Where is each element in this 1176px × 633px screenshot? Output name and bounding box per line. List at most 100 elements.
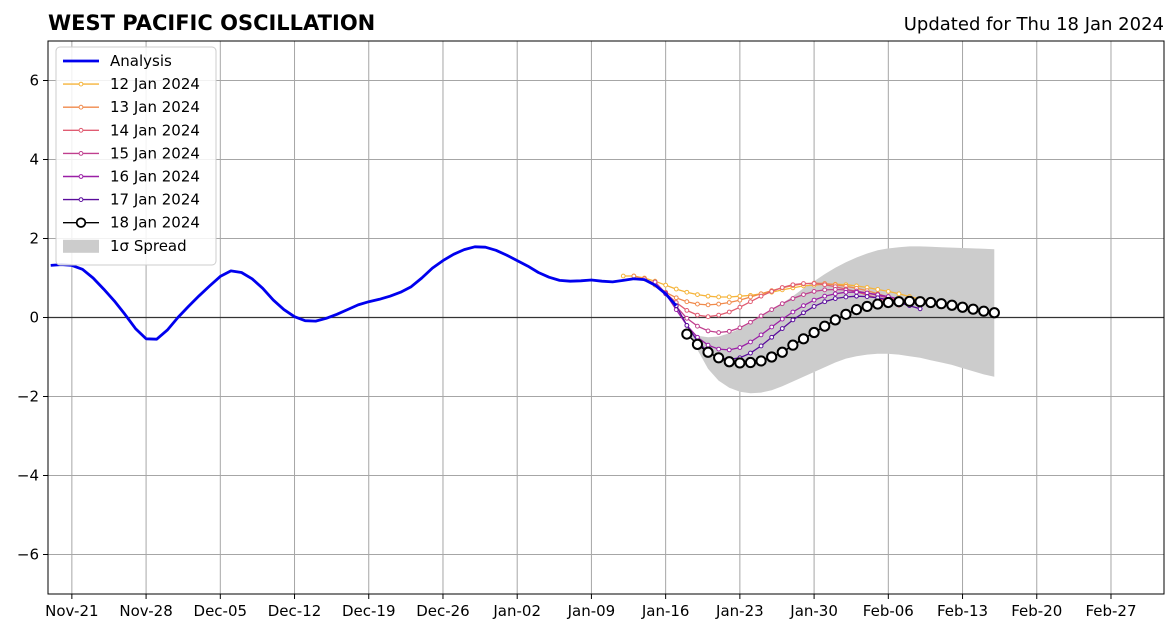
forecast-point-latest — [914, 296, 926, 308]
analysis-line — [50, 245, 678, 341]
forecast-point — [673, 286, 679, 292]
legend-entry: Analysis — [63, 52, 172, 70]
forecast-point — [737, 325, 743, 331]
x-tick-label: Nov-28 — [119, 602, 172, 620]
chart-subtitle: Updated for Thu 18 Jan 2024 — [904, 14, 1164, 35]
legend-marker — [78, 174, 84, 179]
forecast-point — [737, 345, 743, 350]
forecast-point — [832, 296, 838, 301]
forecast-point — [705, 314, 711, 320]
forecast-point — [684, 289, 690, 295]
legend-box — [55, 46, 217, 266]
forecast-point — [705, 328, 711, 334]
forecast-point — [832, 287, 838, 292]
legend-entry: 16 Jan 2024 — [63, 168, 200, 186]
x-tick-label: Dec-19 — [342, 602, 396, 620]
forecast-point — [684, 299, 690, 305]
forecast-point — [790, 309, 796, 315]
legend-entry: 12 Jan 2024 — [63, 75, 200, 93]
legend-entry: 13 Jan 2024 — [63, 98, 200, 116]
forecast-point — [769, 289, 775, 294]
legend-entry: 18 Jan 2024 — [63, 214, 200, 232]
forecast-point — [716, 294, 722, 300]
y-tick-label: −2 — [17, 388, 39, 406]
forecast-point-latest — [850, 304, 863, 316]
legend-marker — [78, 127, 84, 133]
x-tick-label: Nov-21 — [45, 602, 98, 620]
forecast-point — [769, 334, 775, 340]
forecast-point-latest — [925, 296, 937, 309]
axes: Nov-21 Nov-28 Dec-05 Dec-12 Dec-19 Dec-26 Jan-… — [17, 72, 1137, 621]
forecast-point — [716, 312, 722, 318]
forecast-point — [673, 295, 679, 301]
forecast-point — [737, 304, 743, 310]
legend-marker — [78, 104, 84, 110]
forecast-point — [790, 317, 796, 323]
y-tick-label: 0 — [29, 309, 39, 327]
forecast-point-latest — [776, 346, 788, 358]
x-tick-label: Jan-16 — [641, 602, 690, 620]
forecast-point-latest — [766, 351, 778, 363]
forecast-point — [716, 301, 722, 307]
forecast-point — [726, 309, 732, 315]
forecast-point — [748, 299, 753, 305]
forecast-point — [726, 300, 732, 305]
legend-label: Analysis — [110, 52, 172, 70]
forecast-point — [801, 310, 806, 316]
series-group — [50, 245, 1000, 369]
forecast-point — [779, 326, 785, 331]
forecast-point-latest — [808, 326, 820, 339]
legend-marker — [75, 217, 87, 228]
forecast-point-latest — [946, 299, 958, 311]
forecast-point — [620, 273, 626, 279]
forecast-point — [843, 294, 849, 300]
forecast-point-latest — [681, 328, 693, 340]
x-tick-label: Feb-20 — [1011, 602, 1062, 620]
forecast-point-latest — [829, 314, 841, 326]
x-tick-label: Feb-06 — [863, 602, 914, 620]
forecast-point-latest — [893, 296, 905, 308]
forecast-point — [705, 293, 711, 299]
forecast-point — [737, 293, 743, 299]
forecast-point — [726, 294, 732, 300]
legend-label: 12 Jan 2024 — [110, 75, 200, 93]
legend-label: 15 Jan 2024 — [110, 144, 200, 162]
forecast-point-latest — [787, 339, 799, 351]
forecast-point — [864, 294, 870, 299]
forecast-point — [822, 299, 828, 305]
forecast-point — [748, 339, 753, 345]
forecast-point — [695, 292, 700, 297]
forecast-point — [695, 312, 700, 318]
forecast-point — [737, 297, 743, 303]
forecast-point — [716, 330, 722, 335]
x-tick-label: Dec-12 — [268, 602, 322, 620]
forecast-point — [811, 289, 817, 294]
legend-label: 1σ Spread — [110, 237, 187, 255]
forecast-point — [896, 291, 902, 297]
forecast-point — [705, 342, 711, 348]
forecast-point — [748, 294, 753, 300]
forecast-point — [758, 293, 764, 299]
forecast-point-latest — [797, 333, 810, 345]
forecast-point — [779, 316, 785, 322]
forecast-point — [758, 332, 764, 338]
x-tick-label: Jan-09 — [567, 602, 616, 620]
legend-marker — [78, 151, 84, 156]
forecast-point — [631, 273, 637, 279]
forecast-point-latest — [903, 295, 916, 307]
forecast-point — [705, 302, 711, 308]
x-tick-label: Dec-05 — [194, 602, 248, 620]
x-tick-label: Jan-30 — [789, 602, 838, 620]
forecast-point — [695, 301, 700, 307]
forecast-point — [801, 292, 806, 297]
legend-label: 13 Jan 2024 — [110, 98, 200, 116]
forecast-point — [769, 324, 775, 330]
forecast-point — [843, 289, 849, 295]
legend-label: 16 Jan 2024 — [110, 168, 200, 186]
forecast-point — [854, 289, 859, 295]
forecast-point-latest — [755, 355, 767, 367]
forecast-point-latest — [702, 346, 714, 358]
forecast-point-latest — [935, 298, 947, 310]
forecast-point-latest — [967, 303, 979, 315]
forecast-point — [801, 281, 806, 286]
